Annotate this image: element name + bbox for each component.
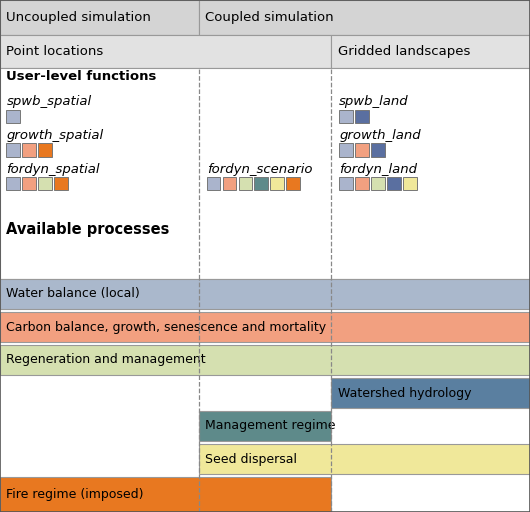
Bar — [286, 177, 300, 190]
Bar — [22, 143, 36, 157]
Text: fordyn_spatial: fordyn_spatial — [6, 163, 100, 176]
Text: Water balance (local): Water balance (local) — [6, 288, 140, 301]
Text: spwb_land: spwb_land — [339, 95, 409, 108]
Bar — [199, 411, 331, 441]
Text: growth_spatial: growth_spatial — [6, 129, 103, 142]
Text: fordyn_scenario: fordyn_scenario — [207, 163, 312, 176]
Bar — [6, 110, 20, 123]
Bar — [403, 177, 417, 190]
Bar — [339, 143, 353, 157]
Bar — [355, 143, 369, 157]
Text: Watershed hydrology: Watershed hydrology — [338, 387, 471, 399]
Bar — [199, 444, 530, 474]
Bar — [207, 177, 220, 190]
Bar — [355, 177, 369, 190]
Bar — [22, 177, 36, 190]
Text: growth_land: growth_land — [339, 129, 421, 142]
Text: fordyn_land: fordyn_land — [339, 163, 417, 176]
Text: Management regime: Management regime — [205, 419, 335, 433]
Text: Uncoupled simulation: Uncoupled simulation — [6, 11, 151, 24]
Text: Seed dispersal: Seed dispersal — [205, 453, 297, 465]
Bar — [38, 177, 52, 190]
Bar — [0, 68, 530, 279]
Bar — [6, 177, 20, 190]
Bar — [238, 177, 252, 190]
Bar — [339, 177, 353, 190]
Text: spwb_spatial: spwb_spatial — [6, 95, 92, 108]
Text: Coupled simulation: Coupled simulation — [205, 11, 334, 24]
Bar — [38, 143, 52, 157]
Bar — [0, 279, 530, 309]
Bar — [0, 35, 331, 68]
Bar — [0, 345, 530, 375]
Bar — [371, 143, 385, 157]
Bar — [0, 312, 530, 342]
Text: User-level functions: User-level functions — [6, 70, 157, 83]
Text: Gridded landscapes: Gridded landscapes — [338, 45, 470, 58]
Bar — [0, 477, 331, 512]
Text: Regeneration and management: Regeneration and management — [6, 353, 206, 367]
Bar — [223, 177, 236, 190]
Bar — [254, 177, 268, 190]
Bar — [331, 378, 530, 408]
Bar — [331, 35, 530, 68]
Bar — [54, 177, 68, 190]
Bar — [270, 177, 284, 190]
Bar — [355, 110, 369, 123]
Bar — [199, 0, 530, 35]
Text: Available processes: Available processes — [6, 222, 170, 237]
Bar — [0, 0, 199, 35]
Text: Carbon balance, growth, senescence and mortality: Carbon balance, growth, senescence and m… — [6, 321, 326, 333]
Bar — [339, 110, 353, 123]
Bar — [387, 177, 401, 190]
Bar — [371, 177, 385, 190]
Text: Point locations: Point locations — [6, 45, 103, 58]
Text: Fire regime (imposed): Fire regime (imposed) — [6, 488, 144, 501]
Bar — [6, 143, 20, 157]
